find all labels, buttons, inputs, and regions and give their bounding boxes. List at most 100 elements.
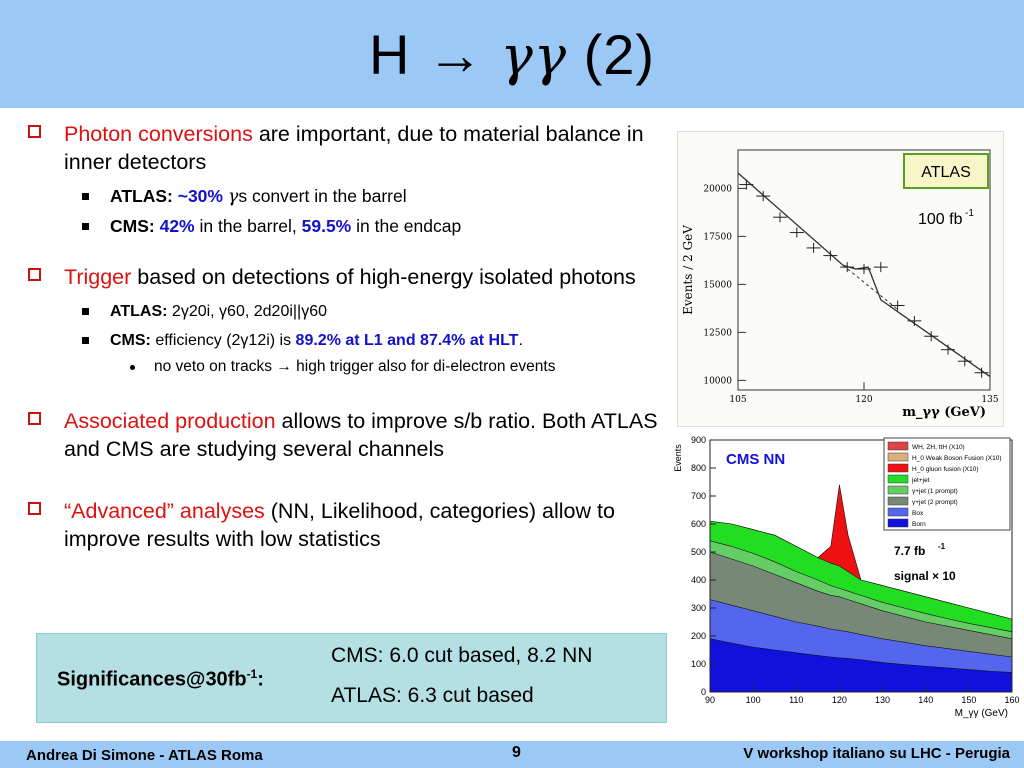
atlas-fit-line: [737, 172, 991, 378]
bullet-text: are important, due to material balance i…: [64, 122, 644, 174]
atlas-ytick-label: 17500: [703, 232, 732, 242]
footer-event: V workshop italiano su LHC - Perugia: [743, 745, 1010, 762]
sub-bullet-atlas-conversions: ATLAS: ~30% γs convert in the barrel: [26, 182, 676, 212]
cms-xtick-label: 110: [789, 695, 803, 705]
sub-label: CMS:: [110, 332, 151, 349]
cms-ytick-label: 200: [691, 631, 706, 641]
cms-title: CMS NN: [726, 451, 785, 468]
cms-luminosity-sup: -1: [938, 542, 946, 551]
sub-bullet-cms-conversions: CMS: 42% in the barrel, 59.5% in the end…: [26, 212, 676, 241]
atlas-ytick-label: 10000: [703, 376, 732, 386]
atlas-plot: 10000 12500 15000 17500 20000 105 120 135 Events…: [677, 131, 1004, 427]
subsub-bullet-veto: no veto on tracks → high trigger also fo…: [26, 355, 676, 379]
checkbox-bullet-icon: [28, 502, 41, 515]
atlas-xtick-label: 120: [855, 395, 872, 405]
sub-label: ATLAS:: [110, 186, 173, 206]
title-prefix: H →: [368, 22, 484, 86]
bullet-advanced-analyses: “Advanced” analyses (NN, Likelihood, cat…: [26, 497, 676, 553]
significance-label-sup: -1: [246, 667, 258, 681]
significance-box: Significances@30fb-1: CMS: 6.0 cut based…: [36, 633, 667, 723]
atlas-xlabel: m_γγ (GeV): [902, 405, 986, 420]
cms-ytick-label: 900: [691, 435, 706, 445]
cms-luminosity-label: 7.7 fb: [894, 544, 925, 558]
cms-xtick-label: 100: [746, 695, 761, 705]
cms-xtick-label: 150: [961, 695, 976, 705]
square-bullet-icon: [82, 223, 89, 230]
atlas-legend-box: [903, 153, 989, 189]
cms-xtick-label: 120: [832, 695, 847, 705]
cms-legend-label: H_0 gluon fusion (X10): [912, 466, 979, 473]
bullet-highlight: Associated production: [64, 409, 276, 433]
checkbox-bullet-icon: [28, 125, 41, 138]
subsub-text: no veto on tracks → high trigger also fo…: [154, 358, 556, 375]
cms-plot: 0 100 200 300 400 500 600 700 800 900 90 100 110 120 1…: [672, 430, 1024, 720]
cms-legend-swatch: [887, 485, 909, 495]
cms-ytick-label: 0: [701, 687, 706, 697]
title-suffix: (2): [583, 22, 656, 86]
cms-legend-label: jet+jet: [911, 477, 930, 484]
atlas-luminosity-sup: -1: [965, 208, 974, 219]
cms-legend-swatch: [887, 463, 909, 473]
sub-value: ~30%: [177, 186, 223, 206]
sub-label: ATLAS:: [110, 303, 168, 320]
footer-author: Andrea Di Simone - ATLAS Roma: [26, 747, 263, 764]
page-number: 9: [512, 744, 521, 761]
atlas-xtick-label: 135: [981, 395, 998, 405]
cms-legend-swatch: [887, 441, 909, 451]
cms-xtick-label: 130: [875, 695, 890, 705]
sub-text: 2γ20i, γ60, 2d20i||γ60: [167, 303, 327, 320]
significance-cms: CMS: 6.0 cut based, 8.2 NN: [331, 644, 593, 667]
sub-text: in the endcap: [351, 216, 462, 236]
bullet-text: (NN, Likelihood, categories) allow to im…: [64, 499, 615, 551]
cms-ytick-label: 700: [691, 491, 706, 501]
sub-value: 42%: [159, 216, 195, 236]
atlas-luminosity-label: 100 fb: [918, 211, 963, 228]
sub-text: s convert in the barrel: [238, 186, 407, 206]
cms-xtick-label: 140: [918, 695, 933, 705]
atlas-ytick-label: 20000: [703, 184, 732, 194]
bullet-associated-production: Associated production allows to improve …: [26, 407, 676, 463]
cms-xtick-label: 90: [705, 695, 715, 705]
significance-label-end: :: [257, 668, 264, 691]
square-bullet-icon: [82, 308, 89, 315]
cms-ytick-label: 400: [691, 575, 706, 585]
title-bar: H → γγ (2): [0, 0, 1024, 108]
sub-greek: γ: [227, 187, 239, 207]
cms-ylabel: Events: [673, 444, 683, 472]
cms-legend-label: γ+jet (2 prompt): [912, 499, 958, 506]
cms-legend-label: Box: [912, 510, 924, 517]
cms-plot-svg: 0 100 200 300 400 500 600 700 800 900 90 100 110 120 1…: [673, 435, 1020, 719]
significance-label-text: Significances@30fb: [57, 668, 247, 691]
cms-signal-label: signal × 10: [894, 569, 956, 583]
cms-series-area: [709, 638, 1013, 693]
cms-legend-label: Born: [912, 521, 926, 528]
sub-bullet-cms-trigger: CMS: efficiency (2γ12i) is 89.2% at L1 a…: [26, 326, 676, 355]
cms-legend-swatch: [887, 518, 909, 528]
bullet-text: based on detections of high-energy isola…: [131, 265, 636, 289]
atlas-ytick-label: 15000: [703, 280, 732, 290]
cms-legend-swatch: [887, 452, 909, 462]
sub-value: 89.2% at L1 and 87.4% at HLT: [295, 332, 519, 349]
cms-legend-label: WH, ZH, ttH (X10): [912, 444, 965, 451]
sub-label: CMS:: [110, 216, 155, 236]
sub-text: in the barrel,: [194, 216, 302, 236]
atlas-legend-text: ATLAS: [921, 164, 971, 181]
cms-ytick-label: 600: [691, 519, 706, 529]
square-bullet-icon: [82, 337, 89, 344]
sub-bullet-atlas-trigger: ATLAS: 2γ20i, γ60, 2d20i||γ60: [26, 297, 676, 326]
cms-legend-swatch: [887, 507, 909, 517]
sub-text: .: [518, 332, 523, 349]
cms-xtick-label: 160: [1004, 695, 1019, 705]
cms-ytick-label: 500: [691, 547, 706, 557]
cms-frame: [709, 439, 1013, 693]
atlas-ylabel: Events / 2 GeV: [681, 225, 695, 315]
bullet-highlight: Photon conversions: [64, 122, 253, 146]
slide-title: H → γγ (2): [369, 22, 655, 87]
bullet-highlight: Trigger: [64, 265, 132, 289]
cms-ytick-label: 300: [691, 603, 706, 613]
cms-legend-swatch: [887, 496, 909, 506]
sub-text: efficiency (2γ12i) is: [150, 332, 296, 349]
cms-legend-label: H_0 Weak Boson Fusion (X10): [912, 455, 1001, 462]
bullet-list: Photon conversions are important, due to…: [26, 120, 676, 559]
cms-ytick-label: 100: [691, 659, 706, 669]
